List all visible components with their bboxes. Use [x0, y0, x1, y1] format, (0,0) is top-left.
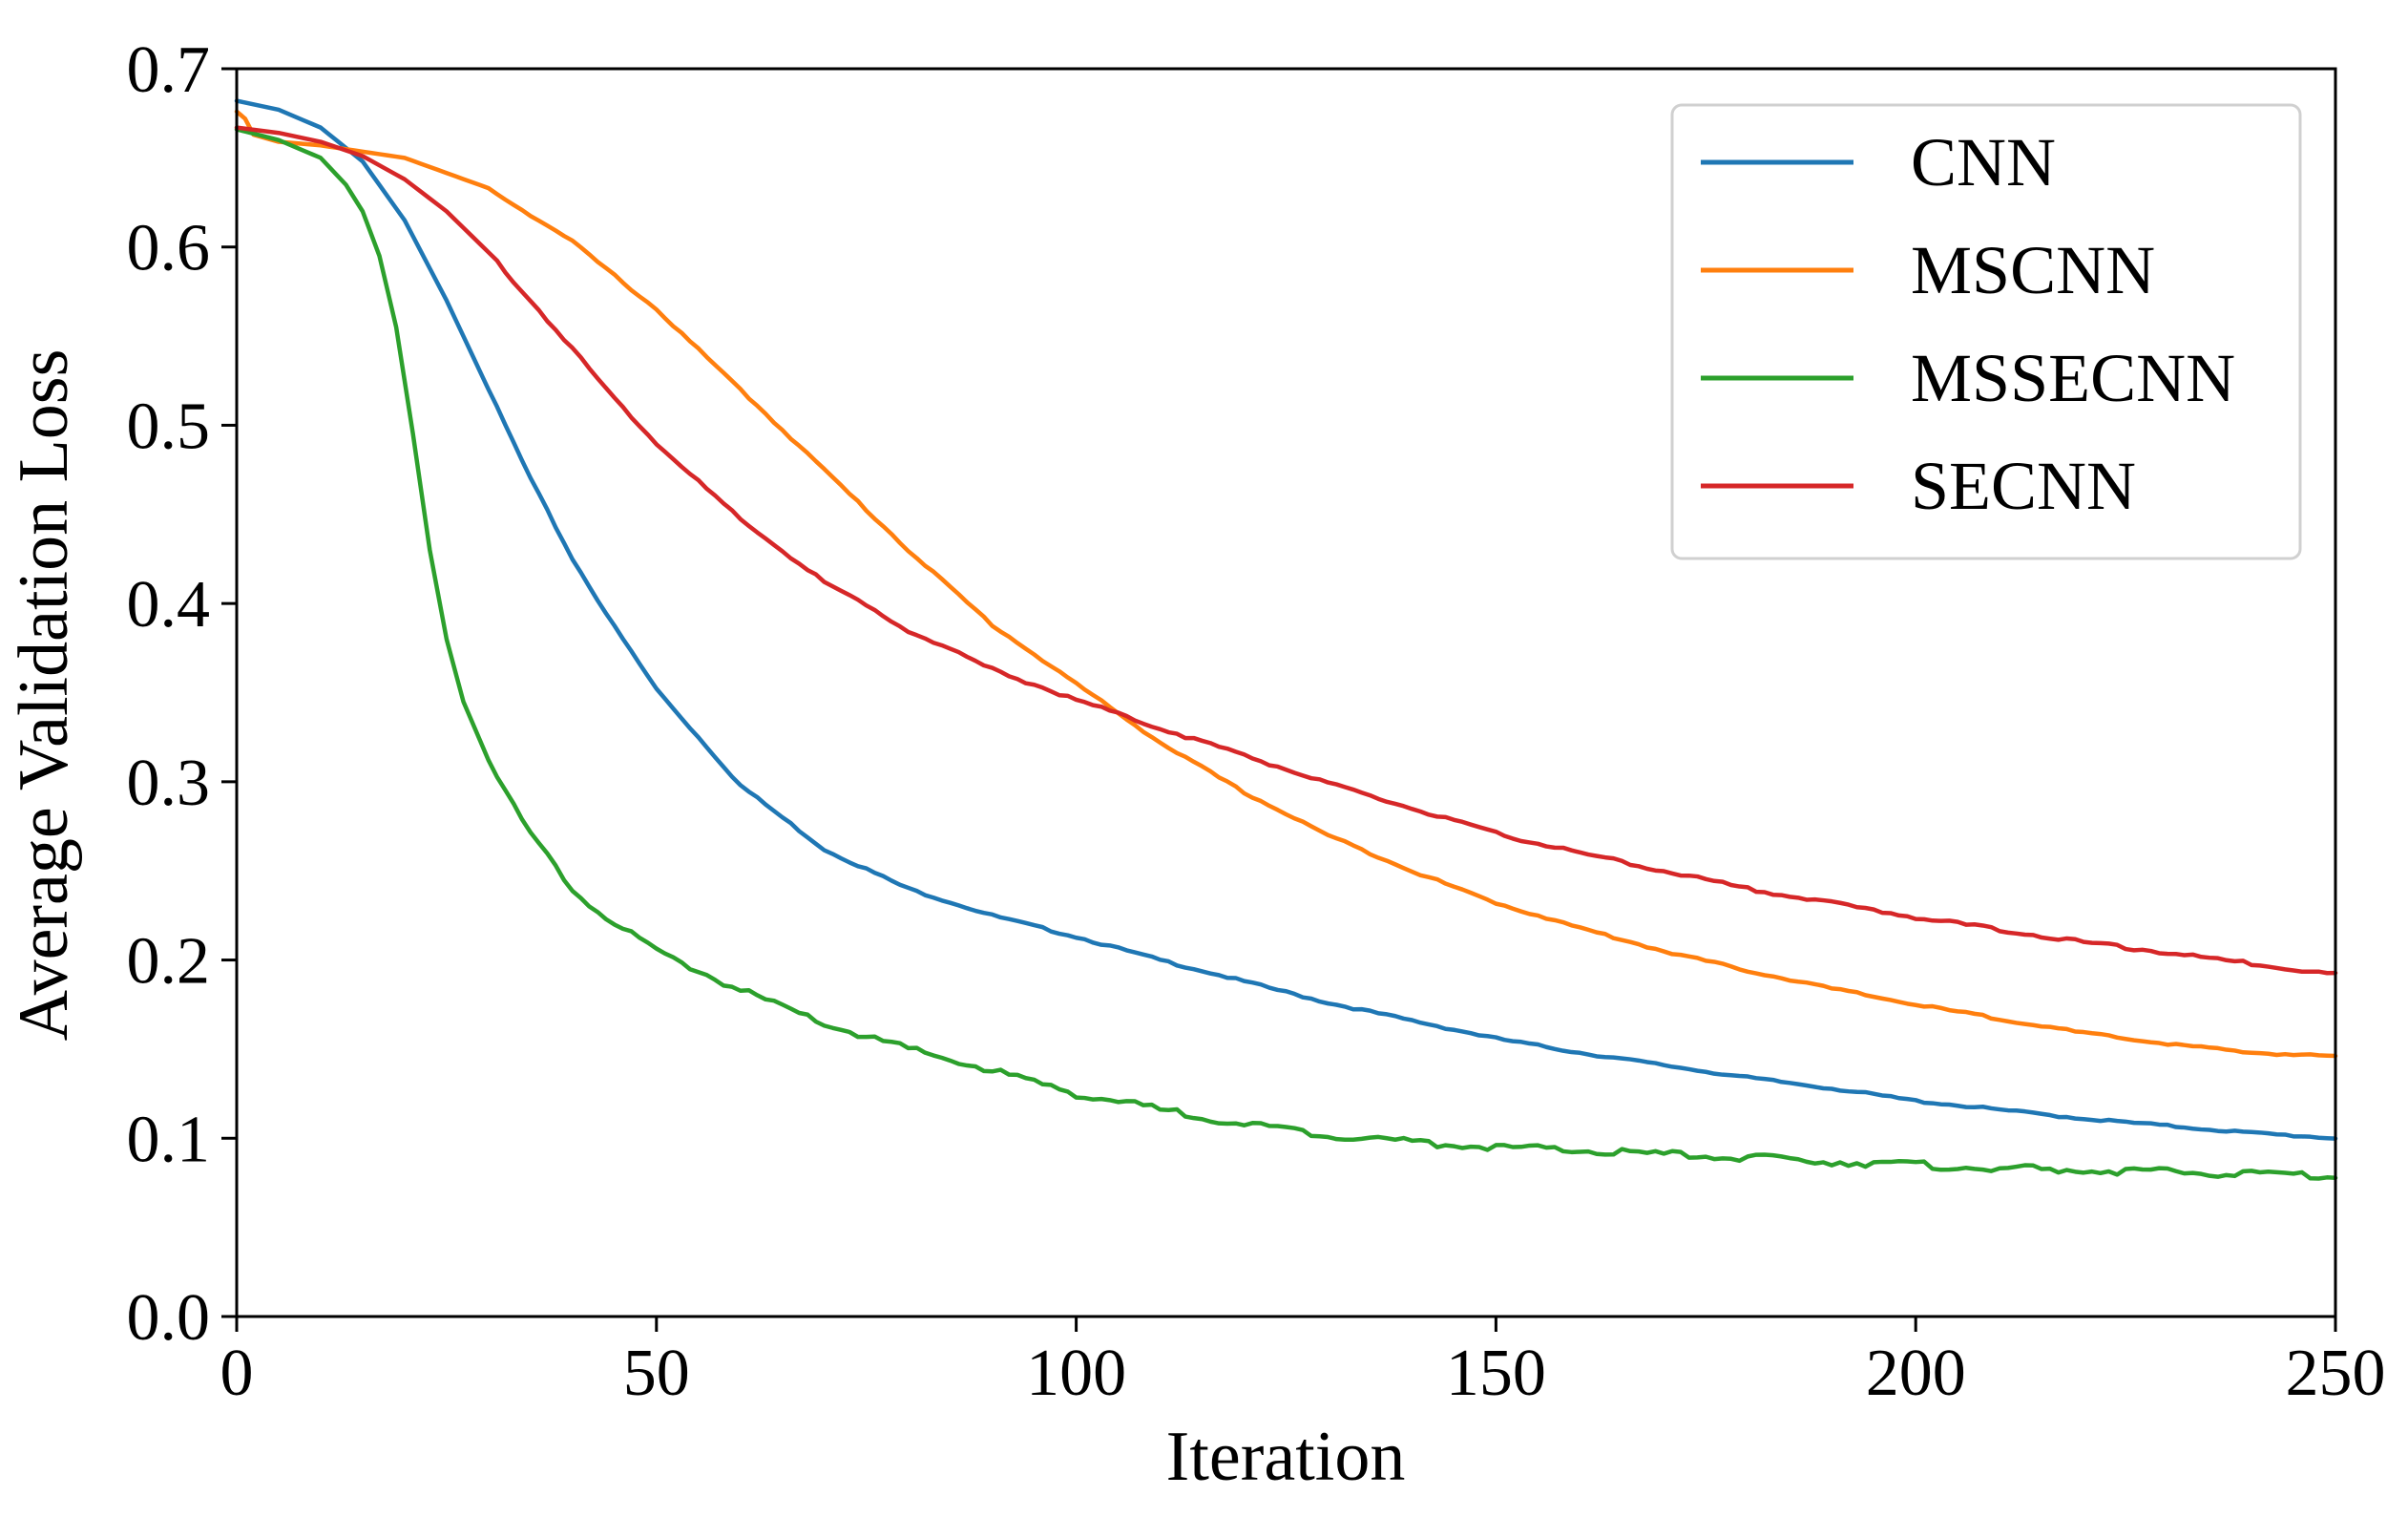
x-tick-label: 100 — [1026, 1337, 1126, 1410]
y-tick-label: 0.2 — [127, 925, 211, 999]
legend-label-mscnn: MSCNN — [1911, 232, 2155, 308]
series-line-secnn — [234, 125, 2338, 976]
y-tick-label: 0.7 — [127, 33, 211, 107]
axes-layer: 0 50 100 150 200 250 0.0 0.1 0.2 0.3 0.4 0.5 0.6 0.7 — [127, 33, 2386, 1410]
y-tick-label: 0.3 — [127, 747, 211, 820]
y-tick-label: 0.6 — [127, 212, 211, 285]
x-tick-label: 50 — [623, 1337, 690, 1410]
y-axis-label: Average Validation Loss — [5, 349, 83, 1042]
plot-frame — [235, 67, 2337, 1318]
y-tick-label: 0.5 — [127, 390, 211, 463]
series-layer — [234, 98, 2338, 1181]
y-tick-label: 0.0 — [127, 1281, 211, 1355]
legend: CNN MSCNN MSSECNN SECNN — [1670, 103, 2302, 560]
x-tick-label: 250 — [2286, 1337, 2386, 1410]
legend-frame — [1670, 103, 2302, 560]
x-tick-label: 0 — [220, 1337, 254, 1410]
series-line-mssecnn — [234, 127, 2338, 1181]
series-line-cnn — [234, 98, 2338, 1141]
legend-label-mssecnn: MSSECNN — [1911, 340, 2235, 416]
y-tick-label: 0.1 — [127, 1103, 211, 1176]
y-tick-label: 0.4 — [127, 568, 211, 642]
legend-label-secnn: SECNN — [1911, 448, 2136, 524]
x-tick-label: 150 — [1446, 1337, 1546, 1410]
legend-label-cnn: CNN — [1911, 124, 2056, 200]
series-line-mscnn — [234, 109, 2338, 1059]
x-tick-label: 200 — [1866, 1337, 1966, 1410]
x-axis-label: Iteration — [1166, 1418, 1406, 1496]
